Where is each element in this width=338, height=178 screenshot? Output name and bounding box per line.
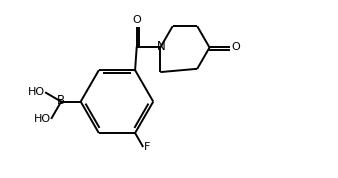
Text: N: N [156,40,165,53]
Text: O: O [232,43,240,53]
Text: F: F [144,142,150,152]
Text: B: B [57,95,65,108]
Text: HO: HO [28,87,45,96]
Text: HO: HO [34,114,51,124]
Text: O: O [132,15,141,25]
